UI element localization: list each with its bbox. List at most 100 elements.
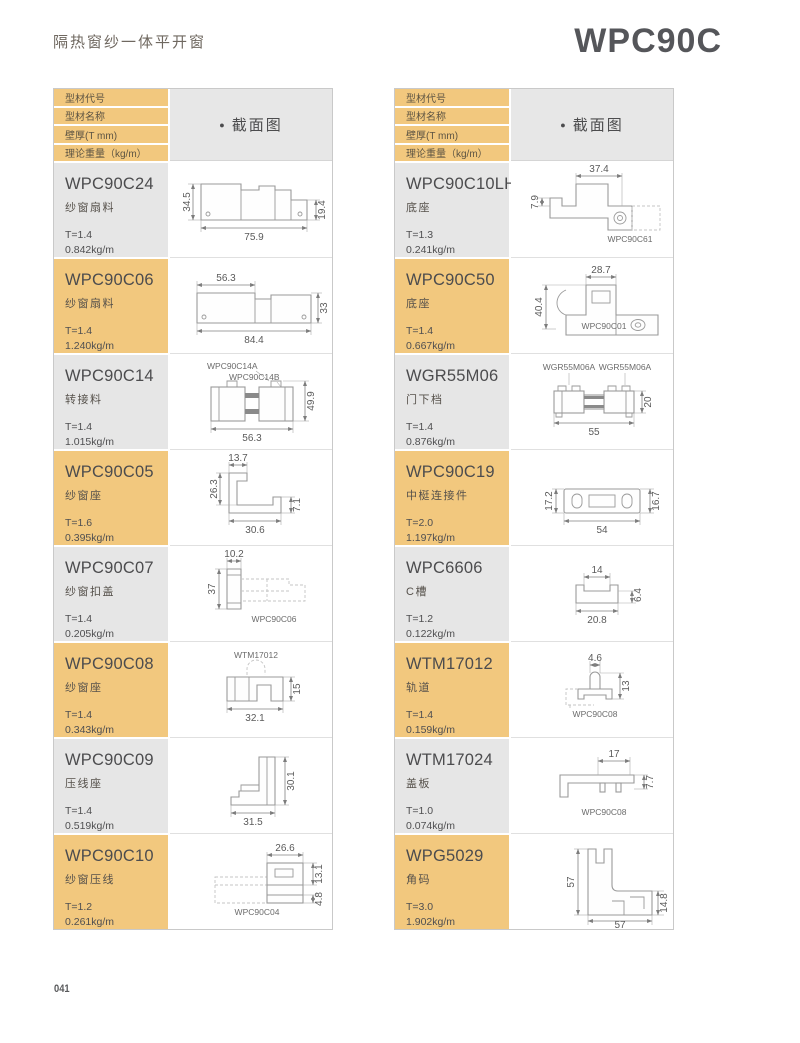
- profile-ref-label: WPC90C01: [582, 321, 627, 331]
- profile-name: 底座: [406, 298, 431, 310]
- profile-weight: 0.074kg/m: [406, 820, 456, 832]
- profile-info-cell: WPC90C50 底座 T=1.4 0.667kg/m: [395, 259, 509, 353]
- dimension-label: 84.4: [244, 335, 264, 346]
- dimension-label: 13: [621, 680, 632, 692]
- profile-info-cell: WPC90C10LH 底座 T=1.3 0.241kg/m: [395, 163, 517, 257]
- profile-thickness: T=1.0: [406, 805, 434, 817]
- profile-thickness: T=1.4: [65, 709, 93, 721]
- cross-section-diagram: 26.6 13.1 4.8 WPC90C04: [214, 843, 325, 917]
- profile-weight: 0.667kg/m: [406, 340, 456, 352]
- profile-code: WPC90C10LH: [406, 175, 517, 193]
- profile-ref-label: WPC90C14A: [207, 361, 258, 371]
- cross-section-cell: WGR55M06A WGR55M06A 20 55: [511, 353, 673, 449]
- profile-name: 压线座: [65, 778, 103, 790]
- page-title: 隔热窗纱一体平开窗: [53, 34, 207, 51]
- cross-section-diagram: WTM17012 15 32.1: [226, 650, 303, 724]
- profile-thickness: T=1.4: [406, 421, 434, 433]
- table-row: WPC90C14 转接料 T=1.4 1.015kg/m WPC90C14A W…: [54, 353, 332, 449]
- profile-info-cell: WPC90C06 纱窗扇料 T=1.4 1.240kg/m: [54, 259, 168, 353]
- cross-section-cell: WPC90C06 10.2 37: [170, 545, 332, 641]
- table-row: WPC90C10 纱窗压线 T=1.2 0.261kg/m 26.6: [54, 833, 332, 929]
- cross-section-diagram: 34.5 19.4 75.9: [182, 183, 328, 243]
- cross-section-cell: 13.7 26.3 7.1 30.6: [170, 449, 332, 545]
- profile-thickness: T=1.4: [65, 325, 93, 337]
- cross-section-cell: 26.6 13.1 4.8 WPC90C04: [170, 833, 332, 929]
- cross-section-diagram: 57 14.8 57: [566, 847, 670, 929]
- header-cell-weight: 理论重量（kg/m）: [54, 144, 168, 161]
- section-view-label: 截面图: [572, 117, 624, 134]
- profile-thickness: T=1.4: [406, 325, 434, 337]
- profile-thickness: T=1.6: [65, 517, 93, 529]
- dimension-label: 10.2: [224, 549, 244, 560]
- page-number: 041: [54, 983, 70, 995]
- dimension-label: 7.7: [645, 774, 656, 788]
- profile-name: 纱窗压线: [65, 874, 115, 886]
- cross-section-diagram: 4.6 13 WPC90C08: [565, 653, 632, 719]
- profile-info-cell: WPC90C05 纱窗座 T=1.6 0.395kg/m: [54, 451, 168, 545]
- cross-section-diagram: 17.2 16.7 54: [544, 487, 662, 536]
- table-row: WPC90C10LH 底座 T=1.3 0.241kg/m 37.4 7.9 W…: [395, 161, 673, 257]
- profile-weight: 1.902kg/m: [406, 916, 456, 928]
- profile-info-cell: WPC90C14 转接料 T=1.4 1.015kg/m: [54, 355, 168, 449]
- dimension-label: 15: [292, 683, 303, 695]
- cross-section-cell: 37.4 7.9 WPC90C61: [511, 161, 673, 257]
- cross-section-diagram: 14 6.4 20.8: [575, 565, 644, 626]
- dimension-label: 19.4: [317, 200, 328, 220]
- dimension-label: 17.2: [544, 490, 555, 510]
- profile-ref-label: WPC90C06: [252, 614, 297, 624]
- profile-thickness: T=1.4: [65, 613, 93, 625]
- profile-ref-label: WTM17012: [234, 650, 278, 660]
- header-cell-name: 型材名称: [395, 107, 509, 124]
- profile-thickness: T=1.3: [406, 229, 434, 241]
- profile-ref-label: WPC90C04: [235, 907, 280, 917]
- profile-weight: 0.343kg/m: [65, 724, 115, 736]
- profile-weight: 1.240kg/m: [65, 340, 115, 352]
- profile-name: 转接料: [65, 394, 103, 406]
- profile-info-cell: WGR55M06 门下档 T=1.4 0.876kg/m: [395, 355, 509, 449]
- profile-code: WPC90C05: [65, 463, 154, 481]
- profile-thickness: T=1.2: [406, 613, 434, 625]
- dimension-label: 56.3: [242, 433, 262, 444]
- cross-section-cell: 30.1 31.5: [170, 737, 332, 833]
- profile-code: WPC90C07: [65, 559, 154, 577]
- cross-section-diagram: WPC90C06 10.2 37: [207, 549, 306, 624]
- header-cell-code: 型材代号: [395, 89, 509, 106]
- cross-section-cell: 17.2 16.7 54: [511, 449, 673, 545]
- profile-table-right: 型材代号 型材名称 壁厚(T mm) 理论重量（kg/m） ● 截面图 WPC9…: [394, 88, 674, 930]
- profile-info-cell: WTM17012 轨道 T=1.4 0.159kg/m: [395, 643, 509, 737]
- cross-section-diagram: 37.4 7.9 WPC90C61: [530, 164, 661, 244]
- table-body: WPC90C24 纱窗扇料 T=1.4 0.842kg/m 34.5 19.4: [54, 161, 332, 929]
- table-row: WPC6606 C槽 T=1.2 0.122kg/m 14 6.4 20.8: [395, 545, 673, 641]
- profile-weight: 0.842kg/m: [65, 244, 115, 256]
- dimension-label: 49.9: [306, 390, 317, 410]
- dimension-label: 30.1: [286, 770, 297, 790]
- header-cell-weight: 理论重量（kg/m）: [395, 144, 509, 161]
- cross-section-diagram: 17 7.7 WPC90C08: [559, 749, 656, 817]
- profile-name: 纱窗扇料: [65, 202, 115, 214]
- series-model-code: WPC90C: [574, 22, 722, 60]
- header-label-column: 型材代号 型材名称 壁厚(T mm) 理论重量（kg/m）: [54, 89, 168, 161]
- dimension-label: 20.8: [587, 615, 607, 626]
- profile-code: WTM17012: [406, 655, 493, 673]
- profile-weight: 0.122kg/m: [406, 628, 456, 640]
- cross-section-cell: 28.7 40.4 WPC90C01: [511, 257, 673, 353]
- dimension-label: 56.3: [216, 273, 236, 284]
- profile-ref-label: WGR55M06A: [599, 362, 652, 372]
- profile-thickness: T=2.0: [406, 517, 434, 529]
- profile-code: WPC90C09: [65, 751, 154, 769]
- profile-code: WPC90C08: [65, 655, 154, 673]
- profile-thickness: T=1.4: [406, 709, 434, 721]
- profile-info-cell: WPC90C07 纱窗扣盖 T=1.4 0.205kg/m: [54, 547, 168, 641]
- profile-info-cell: WPC6606 C槽 T=1.2 0.122kg/m: [395, 547, 509, 641]
- profile-name: 中梃连接件: [406, 490, 469, 502]
- dimension-label: 57: [614, 920, 626, 929]
- section-view-header: ● 截面图: [511, 89, 673, 161]
- profile-code: WPC6606: [406, 559, 483, 577]
- section-view-label: 截面图: [231, 117, 283, 134]
- table-header: 型材代号 型材名称 壁厚(T mm) 理论重量（kg/m） ● 截面图: [54, 89, 332, 161]
- profile-weight: 0.261kg/m: [65, 916, 115, 928]
- dimension-label: 16.7: [651, 490, 662, 510]
- profile-weight: 0.241kg/m: [406, 244, 456, 256]
- dimension-label: 75.9: [244, 232, 264, 243]
- dimension-label: 28.7: [591, 265, 611, 276]
